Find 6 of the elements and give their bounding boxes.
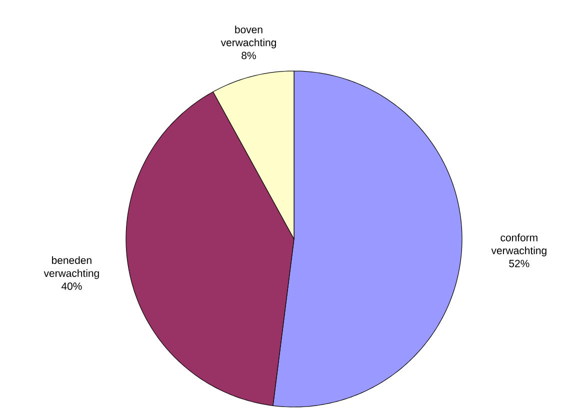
- data-label: 52%: [509, 260, 530, 268]
- data-label: 40%: [61, 282, 82, 290]
- data-label: 8%: [242, 52, 256, 60]
- slice-label: beneden verwachting: [44, 256, 99, 280]
- slice-label: conform verwachting: [491, 234, 546, 256]
- slice-label: boven verwachting: [220, 26, 276, 48]
